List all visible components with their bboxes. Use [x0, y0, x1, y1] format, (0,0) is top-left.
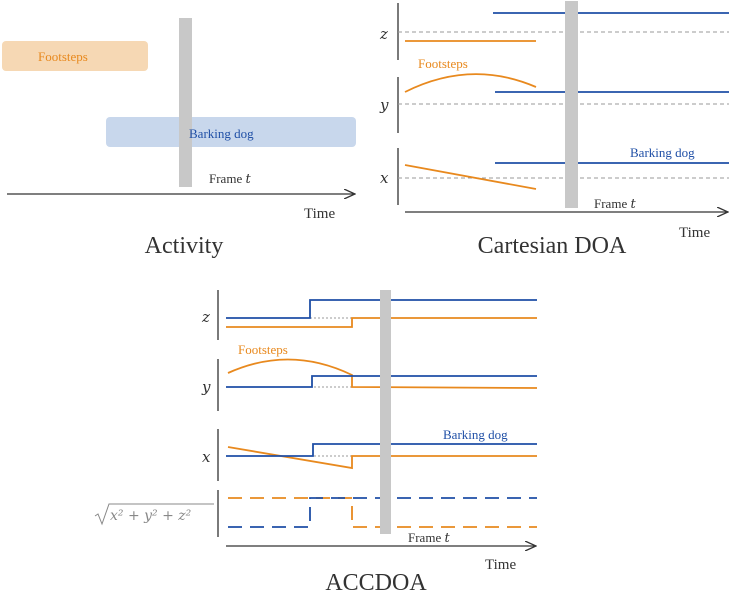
panel-caption: Activity — [145, 233, 224, 259]
y-axis-label: y — [379, 96, 389, 114]
barking-dog-y-track — [226, 375, 537, 388]
norm-axis-label: x² + y² + z² — [94, 503, 214, 526]
activity-panel: Footsteps Barking dog Frame t Time Activ… — [2, 18, 356, 259]
time-label: Time — [679, 225, 710, 241]
footsteps-y-track — [227, 358, 538, 389]
barking-dog-x-track — [226, 443, 537, 457]
footsteps-label: Footsteps — [38, 49, 88, 64]
footsteps-x-track — [227, 446, 537, 470]
x-axis-label: x — [380, 169, 389, 187]
frame-label: Frame t — [594, 196, 636, 212]
svg-text:x² + y² + z²: x² + y² + z² — [110, 508, 192, 524]
x-axis-label: x — [202, 448, 211, 466]
cartesian-doa-panel: z y x Footsteps Barking dog Frame t Time… — [379, 1, 729, 259]
barking-dog-label: Barking dog — [189, 126, 254, 141]
footsteps-norm-track — [228, 497, 537, 528]
y-axis-label: y — [201, 378, 211, 396]
frame-label: Frame t — [408, 530, 450, 546]
frame-marker — [179, 18, 192, 187]
barking-dog-label: Barking dog — [443, 427, 508, 442]
barking-dog-z-track — [226, 299, 537, 319]
panel-caption: ACCDOA — [325, 570, 427, 593]
footsteps-label: Footsteps — [418, 56, 468, 71]
footsteps-z-track — [226, 317, 537, 328]
sqrt-symbol — [94, 503, 214, 526]
frame-marker — [380, 290, 391, 534]
barking-dog-label: Barking dog — [630, 145, 695, 160]
panel-caption: Cartesian DOA — [478, 233, 627, 259]
time-label: Time — [304, 206, 335, 222]
barking-dog-norm-track — [228, 497, 537, 528]
time-label: Time — [485, 557, 516, 573]
frame-marker — [565, 1, 578, 208]
barking-dog-activity-bar — [106, 117, 356, 147]
z-axis-label: z — [201, 308, 210, 326]
footsteps-activity-bar — [2, 41, 148, 71]
accdoa-panel: z y x x² + y² + z² Footsteps Barking dog… — [94, 290, 538, 593]
frame-label: Frame t — [209, 171, 251, 187]
footsteps-x-track — [404, 164, 537, 190]
footsteps-label: Footsteps — [238, 342, 288, 357]
footsteps-y-track — [404, 73, 537, 93]
z-axis-label: z — [379, 25, 388, 43]
